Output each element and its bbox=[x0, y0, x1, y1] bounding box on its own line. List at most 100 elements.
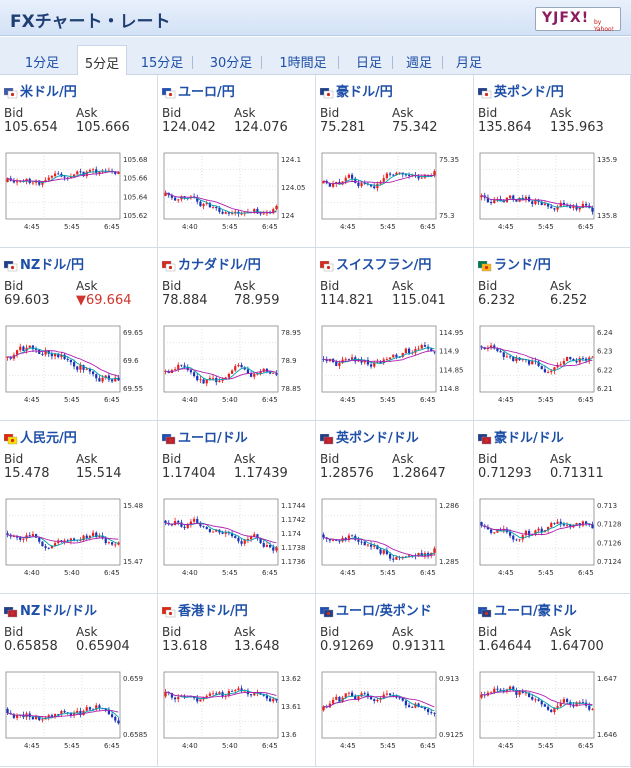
tab-2[interactable]: 15分足 bbox=[140, 56, 184, 71]
tab-6[interactable]: 週足 bbox=[405, 56, 432, 71]
candle-body bbox=[180, 364, 183, 366]
candle-body bbox=[69, 359, 73, 363]
y-tick-label: 0.713 bbox=[597, 502, 617, 510]
tab-5[interactable]: 日足 bbox=[355, 56, 382, 71]
pair-name-link[interactable]: 英ポンド/円 bbox=[494, 85, 564, 100]
mini-chart[interactable]: 6.24 6.23 6.22 6.21 4:45 5:45 6:45 bbox=[476, 322, 630, 414]
candle-body bbox=[25, 347, 28, 351]
candle-body bbox=[15, 350, 19, 355]
mini-chart[interactable]: 13.62 13.61 13.6 4:40 5:40 6:45 bbox=[160, 668, 314, 760]
candle-body bbox=[186, 524, 189, 528]
candle-body bbox=[565, 699, 569, 702]
candle-body bbox=[85, 535, 88, 538]
candle-body bbox=[493, 200, 496, 203]
x-tick-label: 5:45 bbox=[222, 223, 238, 231]
y-tick-label: 1.174 bbox=[281, 530, 302, 538]
tab-0[interactable]: 1分足 bbox=[24, 56, 60, 71]
x-tick-label: 6:45 bbox=[420, 223, 436, 231]
bid-label: Bid bbox=[478, 106, 498, 120]
candle-body bbox=[534, 699, 537, 701]
mini-chart[interactable]: 15.48 15.47 4:40 5:40 6:45 bbox=[2, 495, 156, 587]
flag-icon bbox=[161, 430, 176, 445]
bid-value: 15.478 bbox=[4, 466, 50, 481]
candle-body bbox=[34, 534, 38, 538]
candle-body bbox=[173, 197, 177, 201]
candle-body bbox=[382, 694, 385, 699]
mini-chart[interactable]: 105.68 105.66 105.64 105.62 4:45 5:45 6:45 bbox=[2, 149, 156, 241]
candle-body bbox=[565, 357, 569, 362]
y-tick-label: 105.62 bbox=[123, 212, 148, 220]
candle-body bbox=[508, 356, 512, 358]
moving-average-line bbox=[323, 350, 435, 363]
pair-name-link[interactable]: 豪ドル/円 bbox=[336, 85, 393, 100]
mini-chart[interactable]: 135.9 135.8 4:45 5:45 6:45 bbox=[476, 149, 630, 241]
mini-chart[interactable]: 69.65 69.6 69.55 4:45 5:45 6:45 bbox=[2, 322, 156, 414]
mini-chart[interactable]: 1.1744 1.1742 1.174 1.1738 1.1736 4:40 5:45 6:4… bbox=[160, 495, 314, 587]
mini-chart[interactable]: 124.1 124.05 124 4:40 5:45 6:45 bbox=[160, 149, 314, 241]
candle-body bbox=[584, 358, 588, 361]
tab-7[interactable]: 月足 bbox=[455, 56, 482, 71]
candle-body bbox=[243, 540, 246, 544]
pair-name-link[interactable]: ユーロ/ドル bbox=[178, 431, 248, 446]
candle-body bbox=[50, 545, 54, 549]
yjfx-logo[interactable]: YJFX! by Yahoo! bbox=[535, 7, 621, 33]
tab-1[interactable]: 5分足 bbox=[77, 45, 127, 76]
moving-average-line bbox=[481, 523, 593, 539]
tab-3[interactable]: 30分足 bbox=[209, 56, 253, 71]
candle-body bbox=[66, 177, 69, 179]
pair-name-link[interactable]: ユーロ/豪ドル bbox=[494, 604, 577, 619]
candle-body bbox=[95, 374, 98, 379]
mini-chart[interactable]: 114.95 114.9 114.85 114.8 4:45 5:45 6:45 bbox=[318, 322, 472, 414]
candle-body bbox=[420, 707, 423, 708]
pair-name-link[interactable]: ユーロ/円 bbox=[178, 85, 235, 100]
mini-chart[interactable]: 0.659 0.6585 4:45 5:45 6:45 bbox=[2, 668, 156, 760]
pair-name-link[interactable]: ユーロ/英ポンド bbox=[336, 604, 432, 619]
candle-body bbox=[237, 688, 240, 691]
bid-value: 0.71293 bbox=[478, 466, 532, 481]
candle-body bbox=[104, 375, 107, 378]
candle-body bbox=[63, 711, 66, 713]
candle-body bbox=[531, 360, 534, 365]
candle-body bbox=[363, 693, 366, 695]
candlestick-chart: 75.35 75.3 4:45 5:45 6:45 bbox=[321, 152, 459, 231]
pair-name-link[interactable]: NZドル/ドル bbox=[20, 604, 98, 619]
candle-body bbox=[369, 184, 373, 187]
mini-chart[interactable]: 0.713 0.7128 0.7126 0.7124 4:45 5:45 6:45 bbox=[476, 495, 630, 587]
candle-body bbox=[515, 357, 518, 362]
candle-body bbox=[556, 706, 559, 708]
candle-body bbox=[114, 171, 117, 174]
pair-name-link[interactable]: 英ポンド/ドル bbox=[336, 431, 419, 446]
candle-body bbox=[591, 207, 594, 212]
candle-body bbox=[117, 171, 120, 174]
candle-body bbox=[82, 535, 85, 541]
mini-chart[interactable]: 1.647 1.646 4:45 5:45 6:45 bbox=[476, 668, 630, 760]
header-bar: FXチャート・レート YJFX! by Yahoo! bbox=[0, 0, 631, 36]
candle-body bbox=[41, 719, 44, 721]
pair-name-link[interactable]: カナダドル/円 bbox=[178, 258, 261, 273]
moving-average-line bbox=[481, 523, 593, 535]
pair-name-link[interactable]: スイスフラン/円 bbox=[336, 258, 432, 273]
mini-chart[interactable]: 0.913 0.9125 4:45 5:45 6:45 bbox=[318, 668, 472, 760]
pair-name-link[interactable]: NZドル/円 bbox=[20, 258, 85, 273]
mini-chart[interactable]: 1.286 1.285 4:45 5:45 6:45 bbox=[318, 495, 472, 587]
tab-4[interactable]: 1時間足 bbox=[279, 56, 327, 71]
candle-body bbox=[234, 536, 237, 539]
pair-name-link[interactable]: 香港ドル/円 bbox=[178, 604, 248, 619]
pair-name-link[interactable]: 米ドル/円 bbox=[20, 85, 77, 100]
pair-name-link[interactable]: ランド/円 bbox=[494, 258, 551, 273]
candle-body bbox=[417, 703, 420, 708]
candle-body bbox=[28, 345, 31, 348]
moving-average-line bbox=[481, 690, 593, 706]
candle-body bbox=[540, 700, 543, 705]
mini-chart[interactable]: 78.95 78.9 78.85 4:40 5:40 6:45 bbox=[160, 322, 314, 414]
flag-icon bbox=[161, 603, 176, 618]
ask-value: 78.959 bbox=[234, 293, 280, 308]
mini-chart[interactable]: 75.35 75.3 4:45 5:45 6:45 bbox=[318, 149, 472, 241]
candle-body bbox=[41, 181, 44, 185]
bid-value: 0.65858 bbox=[4, 639, 58, 654]
pair-name-link[interactable]: 豪ドル/ドル bbox=[494, 431, 564, 446]
candle-body bbox=[208, 693, 212, 696]
candle-body bbox=[218, 380, 221, 383]
x-tick-label: 5:45 bbox=[380, 569, 396, 577]
pair-name-link[interactable]: 人民元/円 bbox=[20, 431, 77, 446]
